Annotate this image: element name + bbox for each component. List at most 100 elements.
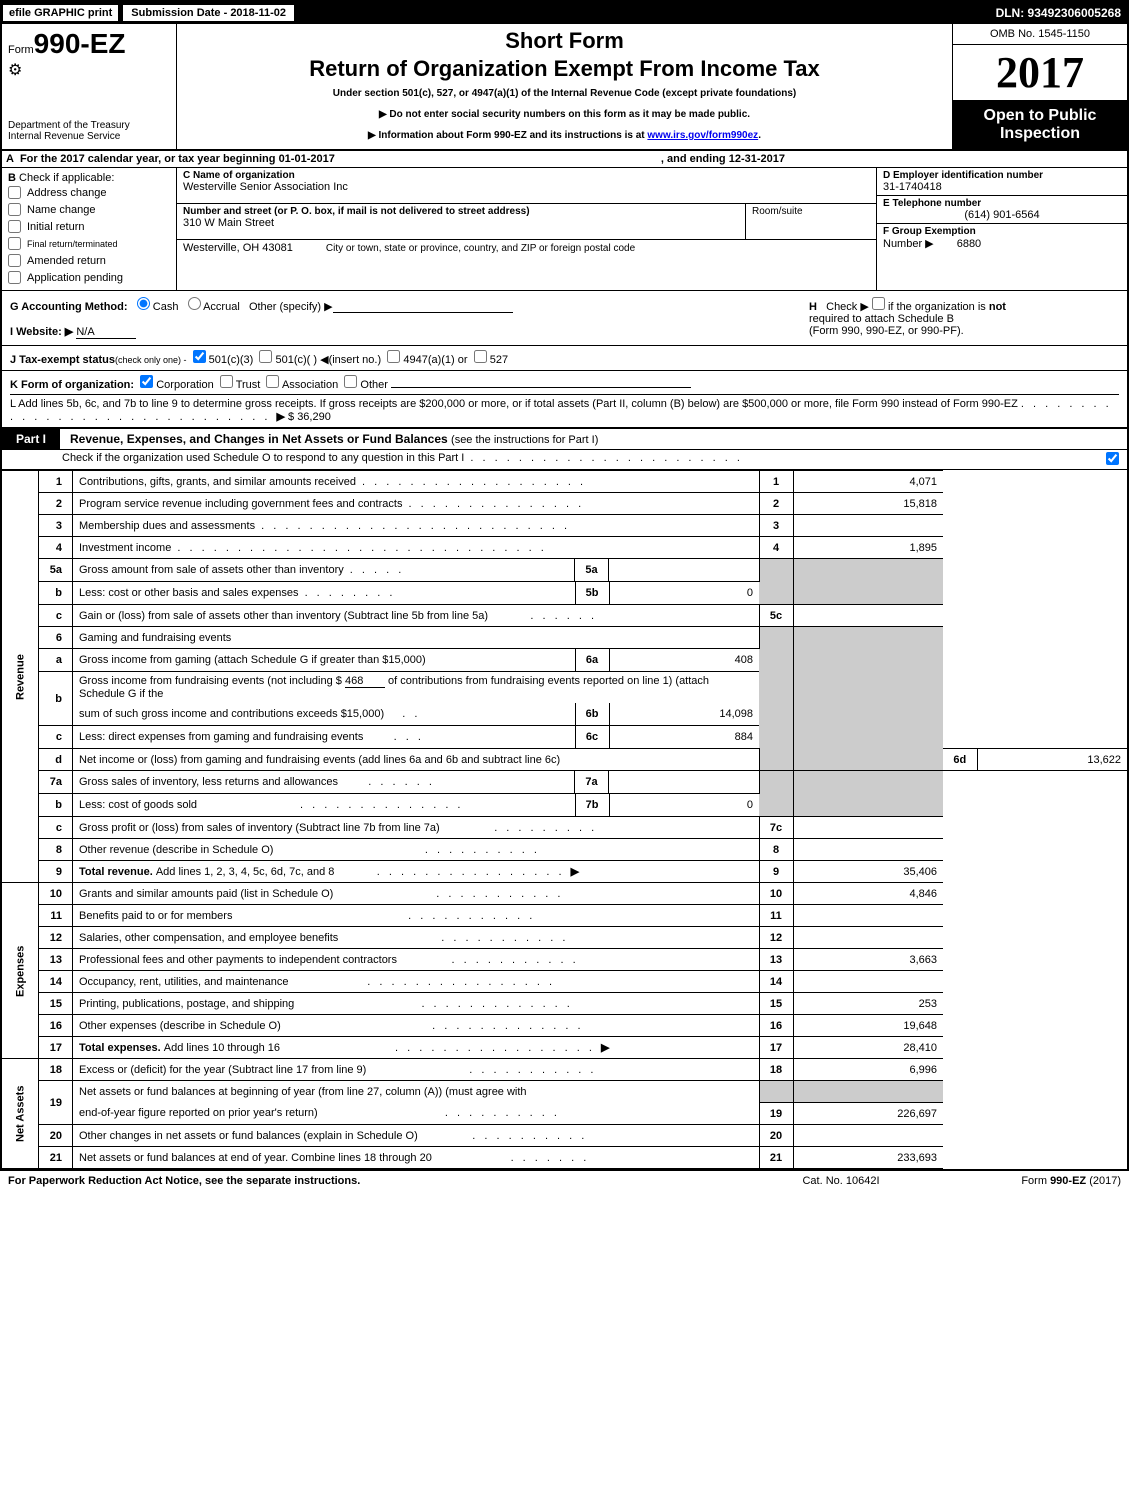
chk-initial-return[interactable]: Initial return — [8, 218, 170, 235]
org-name-cell: C Name of organization Westerville Senio… — [177, 168, 876, 204]
colno-2: 2 — [759, 493, 793, 515]
ein-label: D Employer identification number — [883, 170, 1121, 181]
row-5a: 5a Gross amount from sale of assets othe… — [2, 559, 1127, 582]
check-if-applicable: Check if applicable: — [19, 172, 114, 184]
form990ez-link[interactable]: www.irs.gov/form990ez — [647, 130, 758, 141]
column-b: B Check if applicable: Address change Na… — [2, 168, 177, 290]
colno-13: 13 — [759, 949, 793, 971]
chk-527[interactable] — [474, 350, 487, 363]
desc-16: Other expenses (describe in Schedule O) … — [73, 1015, 760, 1037]
city-row: Westerville, OH 43081 City or town, stat… — [183, 242, 870, 254]
website-value: N/A — [76, 326, 136, 339]
chk-other-org[interactable] — [344, 375, 357, 388]
desc-5b: Less: cost or other basis and sales expe… — [73, 582, 575, 604]
instruction-line-2: ▶ Information about Form 990-EZ and its … — [187, 130, 942, 141]
chk-amended-return[interactable]: Amended return — [8, 252, 170, 269]
h-text3: required to attach Schedule B — [809, 313, 954, 325]
ln-6d: d — [39, 749, 73, 771]
header-right: OMB No. 1545-1150 2017 Open to Public In… — [952, 24, 1127, 149]
val-14 — [793, 971, 943, 993]
chk-initial-return-box[interactable] — [8, 220, 21, 233]
val-10: 4,846 — [793, 883, 943, 905]
gross-receipts-value: $ 36,290 — [288, 411, 331, 423]
chk-application-pending[interactable]: Application pending — [8, 269, 170, 286]
other-org-label: Other — [360, 379, 388, 391]
row-19-1: 19 Net assets or fund balances at beginn… — [2, 1081, 1127, 1103]
chk-501c3[interactable] — [193, 350, 206, 363]
row-10: Expenses 10 Grants and similar amounts p… — [2, 883, 1127, 905]
chk-address-change-label: Address change — [27, 187, 107, 199]
shade-7ab-val — [793, 771, 943, 817]
row-6b-2: sum of such gross income and contributio… — [2, 703, 1127, 726]
chk-application-pending-box[interactable] — [8, 271, 21, 284]
form-prefix: Form — [8, 44, 34, 56]
footer-right-bold: 990-EZ — [1050, 1175, 1086, 1187]
ln-14: 14 — [39, 971, 73, 993]
colno-4: 4 — [759, 537, 793, 559]
row-7b: b Less: cost of goods sold . . . . . . .… — [2, 794, 1127, 817]
val-19: 226,697 — [793, 1103, 943, 1125]
row-9: 9 Total revenue. Add lines 1, 2, 3, 4, 5… — [2, 861, 1127, 883]
desc-6a-wrap: Gross income from gaming (attach Schedul… — [73, 649, 760, 672]
row-15: 15 Printing, publications, postage, and … — [2, 993, 1127, 1015]
colno-20: 20 — [759, 1125, 793, 1147]
chk-name-change-box[interactable] — [8, 203, 21, 216]
association-label: Association — [282, 379, 338, 391]
row-1: Revenue 1 Contributions, gifts, grants, … — [2, 471, 1127, 493]
ln-12: 12 — [39, 927, 73, 949]
chk-501c[interactable] — [259, 350, 272, 363]
accounting-method-row: G Accounting Method: Cash Accrual Other … — [10, 297, 799, 313]
efile-print-button[interactable]: efile GRAPHIC print — [2, 4, 119, 22]
inner-val-6a: 408 — [609, 649, 759, 671]
inner-val-6c: 884 — [609, 726, 759, 748]
chk-amended-return-box[interactable] — [8, 254, 21, 267]
submission-date: Submission Date - 2018-11-02 — [121, 3, 296, 23]
desc-14: Occupancy, rent, utilities, and maintena… — [73, 971, 760, 993]
val-1: 4,071 — [793, 471, 943, 493]
6b-fill: 468 — [345, 675, 385, 688]
chk-final-return[interactable]: Final return/terminated — [8, 235, 170, 252]
row-13: 13 Professional fees and other payments … — [2, 949, 1127, 971]
phone-cell: E Telephone number (614) 901-6564 — [877, 196, 1127, 224]
row-17: 17 Total expenses. Add lines 10 through … — [2, 1037, 1127, 1059]
row-21: 21 Net assets or fund balances at end of… — [2, 1147, 1127, 1169]
inner-val-7b: 0 — [609, 794, 759, 816]
open-line-2: Inspection — [957, 125, 1123, 143]
dept-treasury: Department of the Treasury — [8, 120, 170, 131]
row-6b-1: b Gross income from fundraising events (… — [2, 672, 1127, 704]
inner-no-6a: 6a — [575, 649, 609, 671]
b-header: B Check if applicable: — [8, 172, 170, 184]
h-text4: (Form 990, 990-EZ, or 990-PF). — [809, 325, 964, 337]
chk-association[interactable] — [266, 375, 279, 388]
row-6a: a Gross income from gaming (attach Sched… — [2, 649, 1127, 672]
chk-trust[interactable] — [220, 375, 233, 388]
chk-address-change-box[interactable] — [8, 186, 21, 199]
chk-4947[interactable] — [387, 350, 400, 363]
row-a-mid: , and ending — [661, 153, 729, 165]
chk-schedule-o[interactable] — [1106, 452, 1119, 465]
chk-corporation[interactable] — [140, 375, 153, 388]
topbar: efile GRAPHIC print Submission Date - 20… — [2, 2, 1127, 24]
radio-accrual[interactable] — [188, 297, 201, 310]
chk-final-return-box[interactable] — [8, 237, 21, 250]
row-7c: c Gross profit or (loss) from sales of i… — [2, 817, 1127, 839]
h-checkbox[interactable] — [872, 297, 885, 310]
chk-name-change[interactable]: Name change — [8, 201, 170, 218]
radio-cash[interactable] — [137, 297, 150, 310]
l-text: L Add lines 5b, 6c, and 7b to line 9 to … — [10, 398, 1018, 410]
instruction-line-1: ▶ Do not enter social security numbers o… — [187, 109, 942, 120]
desc-8: Other revenue (describe in Schedule O) .… — [73, 839, 760, 861]
tax-year-end: 12-31-2017 — [729, 153, 785, 165]
ln-19: 19 — [39, 1081, 73, 1125]
colno-3: 3 — [759, 515, 793, 537]
desc-5c: Gain or (loss) from sale of assets other… — [73, 605, 760, 627]
row-7a: 7a Gross sales of inventory, less return… — [2, 771, 1127, 794]
chk-final-return-label: Final return/terminated — [27, 239, 118, 249]
chk-address-change[interactable]: Address change — [8, 184, 170, 201]
desc-11: Benefits paid to or for members . . . . … — [73, 905, 760, 927]
colno-7c: 7c — [759, 817, 793, 839]
part1-header: Part I Revenue, Expenses, and Changes in… — [2, 429, 1127, 450]
city-value: Westerville, OH 43081 — [183, 242, 293, 254]
ln-13: 13 — [39, 949, 73, 971]
desc-13: Professional fees and other payments to … — [73, 949, 760, 971]
